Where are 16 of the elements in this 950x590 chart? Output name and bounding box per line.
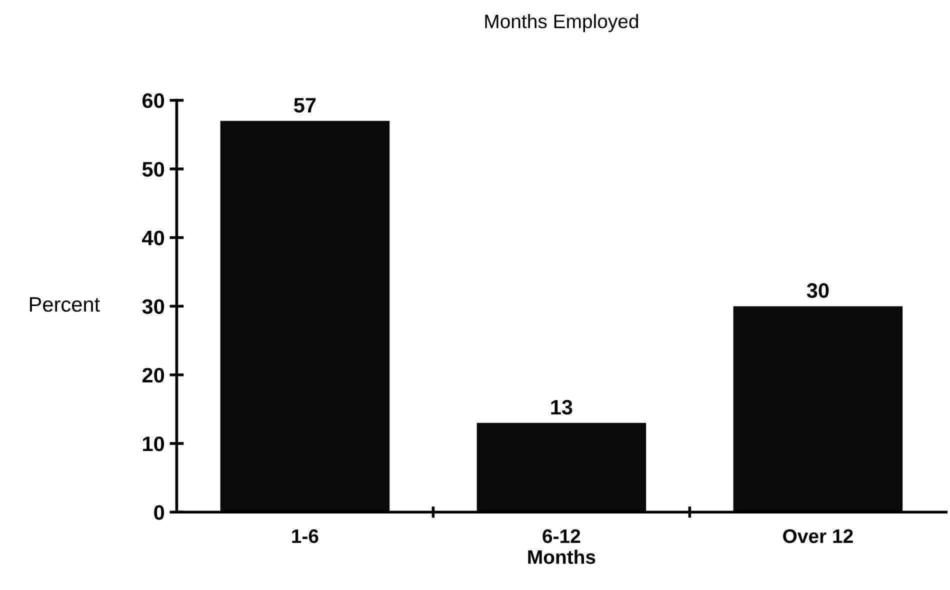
data-label: 30: [806, 283, 829, 298]
x-tick-label: Over 12: [783, 529, 853, 544]
chart-title: Months Employed: [485, 14, 638, 32]
y-axis-title: Percent: [30, 297, 100, 312]
x-tick-label: 1-6: [292, 529, 318, 544]
x-tick-label: 6-12: [542, 529, 580, 544]
x-axis-title: Months: [528, 550, 596, 564]
y-tick-label: 20: [142, 368, 164, 383]
data-label: 13: [551, 400, 572, 415]
y-tick-label: 10: [143, 436, 164, 452]
y-tick-label: 60: [142, 93, 164, 108]
y-tick-label: 0: [154, 505, 164, 520]
data-label: 57: [294, 98, 316, 113]
y-tick-label: 30: [142, 299, 164, 314]
y-tick-label: 50: [142, 162, 164, 177]
y-tick-label: 40: [142, 230, 164, 246]
